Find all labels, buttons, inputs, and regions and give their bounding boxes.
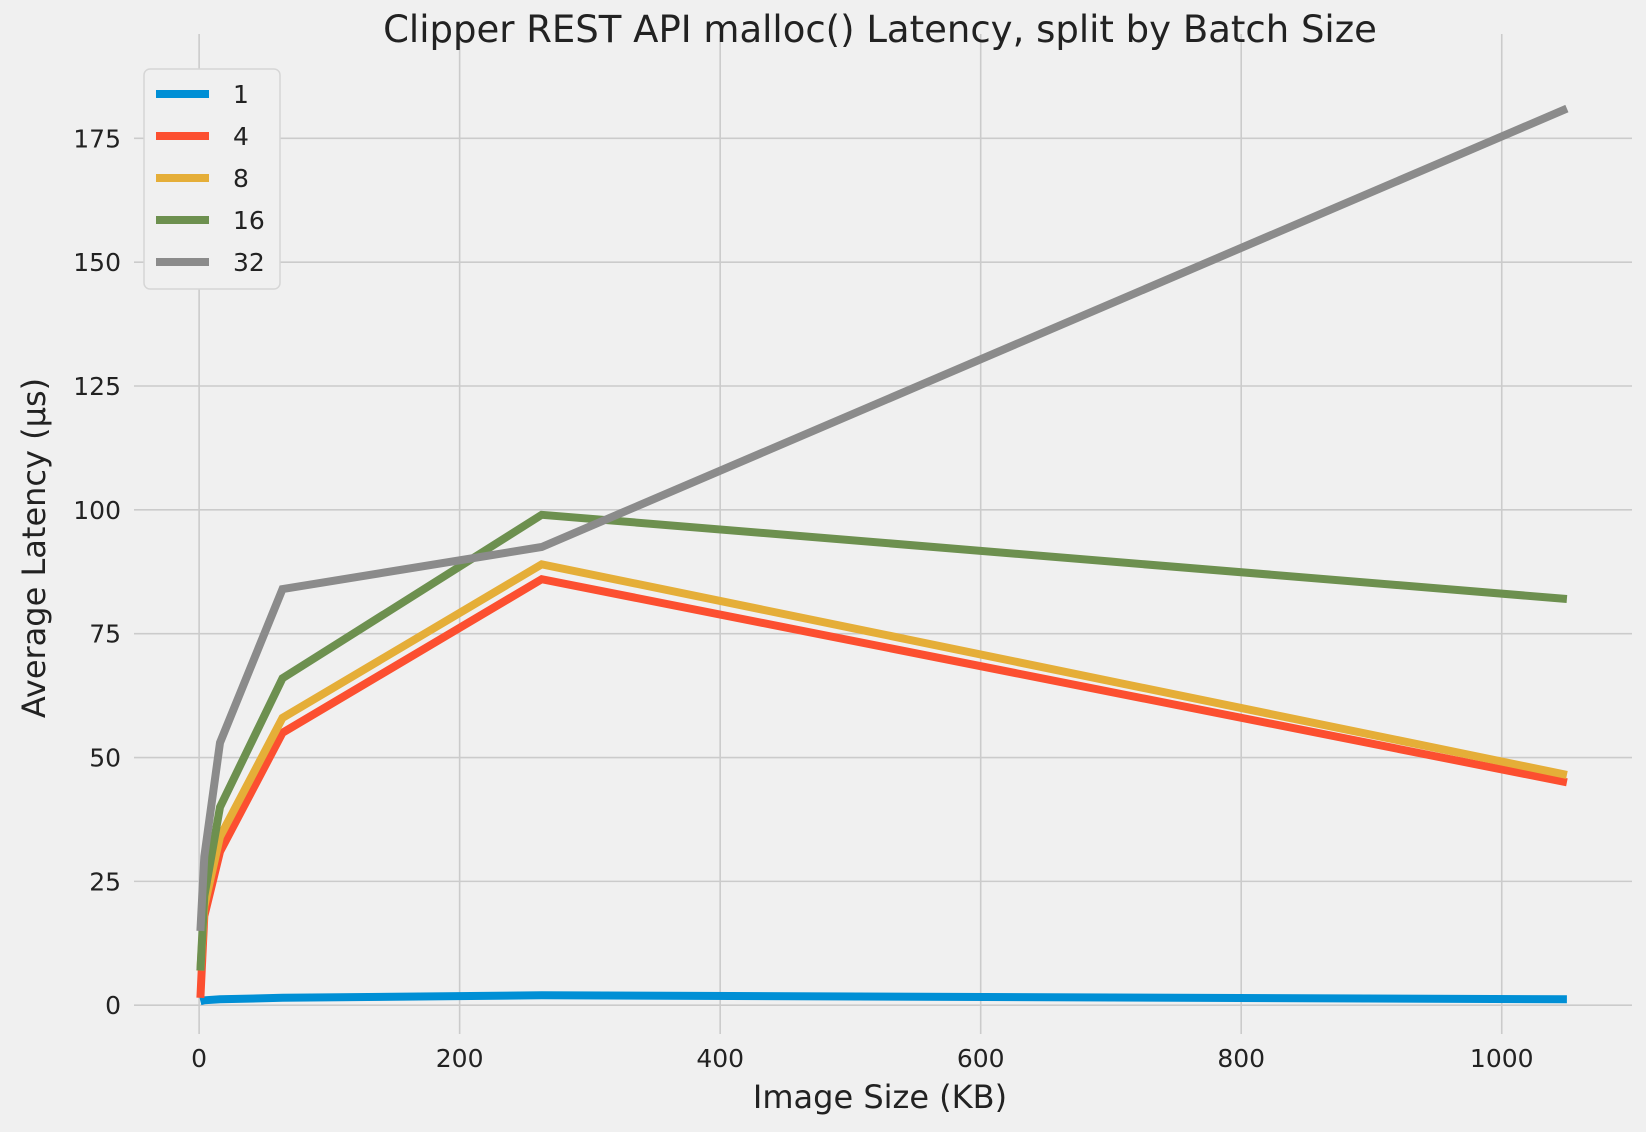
legend-label-1: 1 (233, 80, 249, 109)
x-tick-label: 200 (436, 1044, 484, 1073)
y-axis-label: Average Latency (μs) (15, 378, 53, 718)
legend-label-16: 16 (233, 206, 265, 235)
x-tick-label: 800 (1217, 1044, 1265, 1073)
y-tick-label: 0 (105, 991, 121, 1020)
legend-label-8: 8 (233, 164, 249, 193)
x-axis-label: Image Size (KB) (753, 1078, 1007, 1116)
series-line-1 (199, 991, 1567, 1006)
series-lines (196, 104, 1569, 1006)
y-tick-label: 175 (73, 124, 121, 153)
legend-box (143, 68, 281, 290)
y-tick-label: 75 (89, 620, 121, 649)
legend-label-4: 4 (233, 122, 249, 151)
y-tick-label: 150 (73, 248, 121, 277)
legend-label-32: 32 (233, 248, 265, 277)
series-line-32 (196, 104, 1569, 932)
y-tick-label: 25 (89, 867, 121, 896)
y-tick-label: 125 (73, 372, 121, 401)
x-tick-label: 400 (696, 1044, 744, 1073)
y-tick-label: 100 (73, 496, 121, 525)
legend: 1 4 8 16 32 (143, 68, 281, 290)
legend-items: 1 4 8 16 32 (156, 80, 265, 277)
chart-title: Clipper REST API malloc() Latency, split… (383, 8, 1377, 51)
x-tick-label: 0 (191, 1044, 207, 1073)
x-tick-label: 600 (957, 1044, 1005, 1073)
tick-labels: 0 200 400 600 800 1000 0 25 50 75 100 125 150 175 (73, 124, 1533, 1073)
x-tick-label: 1000 (1470, 1044, 1534, 1073)
y-tick-label: 50 (89, 744, 121, 773)
